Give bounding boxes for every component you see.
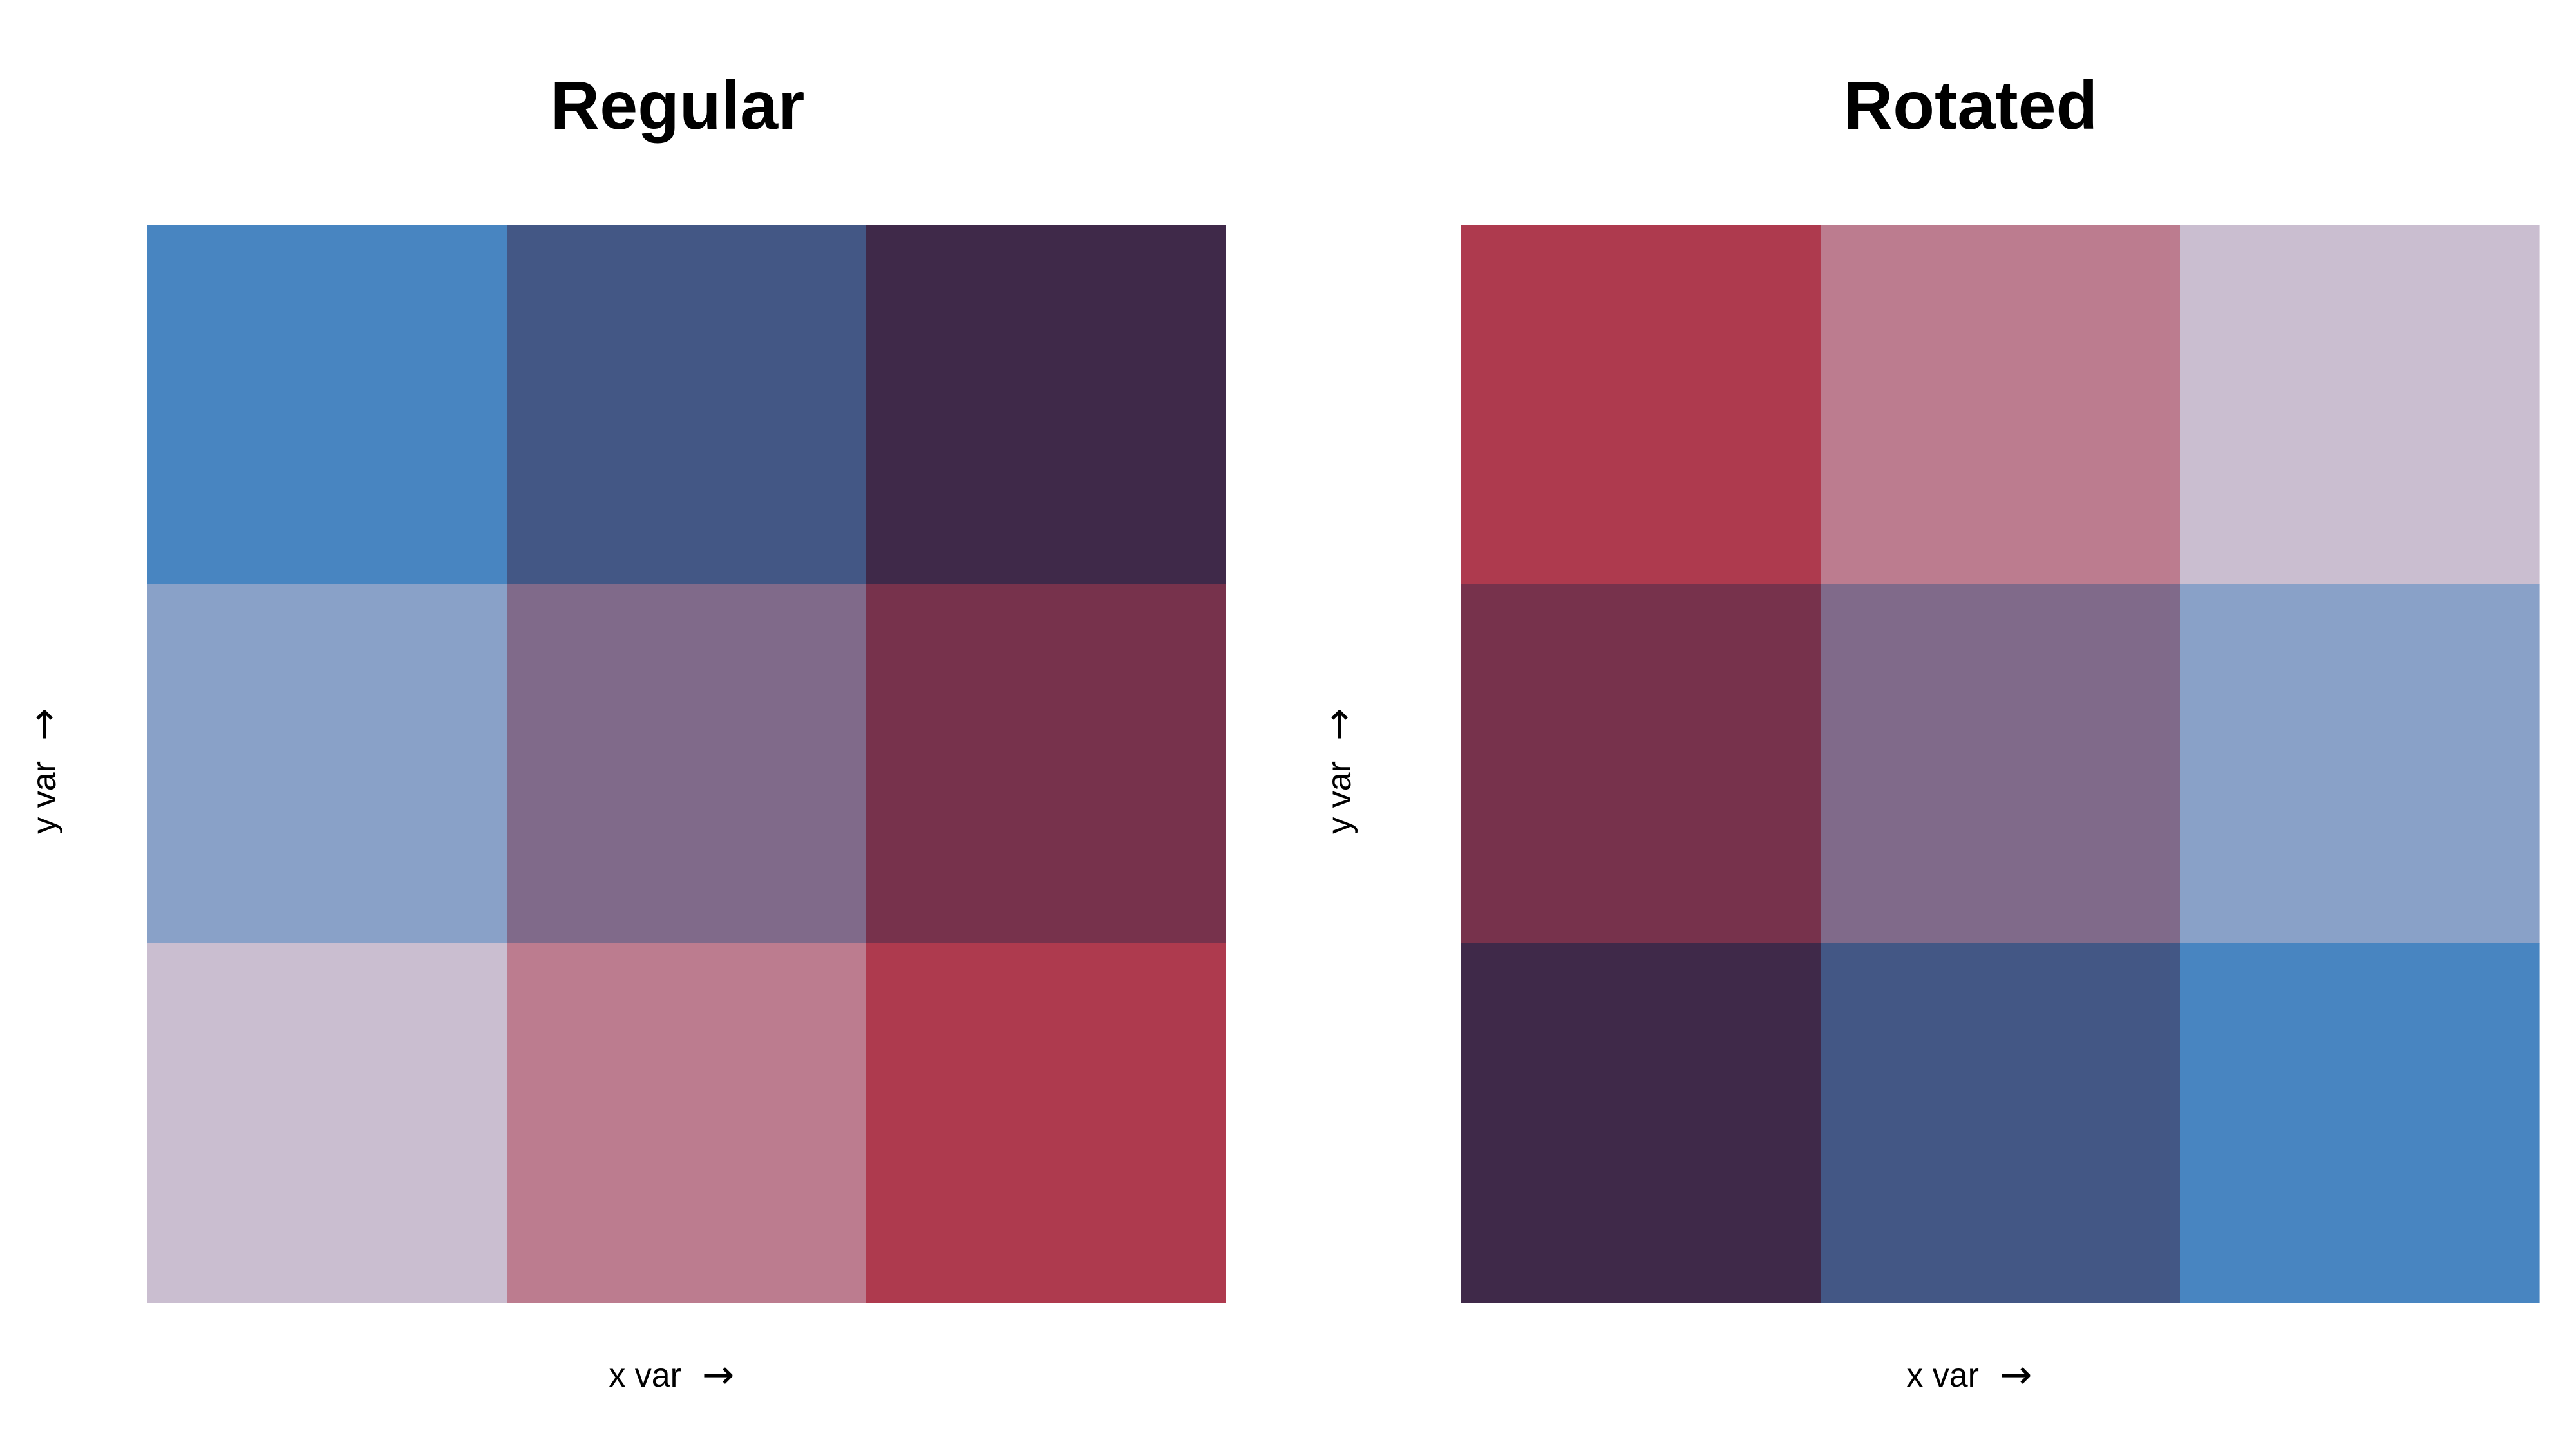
x-axis-label-rotated: x var → (1906, 1352, 2032, 1397)
y-axis-arrow-icon-regular: → (21, 708, 66, 741)
panel-regular: Regular x var → y var → (21, 68, 1226, 1397)
heatmap-cell-regular-x1-y3 (147, 225, 507, 585)
heatmap-cell-regular-x3-y1 (866, 943, 1226, 1303)
y-axis-label-text-rotated: y var (1321, 761, 1358, 834)
heatmap-cell-regular-x3-y2 (866, 584, 1226, 944)
heatmap-cell-regular-x3-y3 (866, 225, 1226, 585)
x-axis-label-text-rotated: x var (1906, 1357, 1979, 1394)
panel-title-regular: Regular (551, 68, 805, 144)
heatmap-cell-regular-x1-y2 (147, 584, 507, 944)
heatmap-cell-rotated-x1-y1 (1461, 943, 1821, 1303)
heatmap-grid-regular (147, 225, 1226, 1303)
y-axis-label-regular: y var → (21, 708, 66, 834)
heatmap-cell-regular-x2-y2 (507, 584, 867, 944)
heatmap-cell-rotated-x2-y3 (1821, 225, 2181, 585)
heatmap-cell-rotated-x1-y2 (1461, 584, 1821, 944)
heatmap-cell-rotated-x2-y2 (1821, 584, 2181, 944)
y-axis-label-rotated: y var → (1316, 708, 1361, 834)
heatmap-grid-rotated (1461, 225, 2540, 1303)
x-axis-arrow-icon-regular: → (702, 1352, 734, 1397)
x-axis-label-regular: x var → (609, 1352, 734, 1397)
heatmap-cell-regular-x2-y3 (507, 225, 867, 585)
x-axis-arrow-icon-rotated: → (2000, 1352, 2032, 1397)
x-axis-label-text-regular: x var (609, 1357, 681, 1394)
heatmap-cell-regular-x1-y1 (147, 943, 507, 1303)
heatmap-cell-regular-x2-y1 (507, 943, 867, 1303)
heatmap-cell-rotated-x3-y3 (2180, 225, 2540, 585)
panel-title-rotated: Rotated (1844, 68, 2098, 144)
panel-rotated: Rotated x var → y var → (1316, 68, 2540, 1397)
heatmap-cell-rotated-x2-y1 (1821, 943, 2181, 1303)
y-axis-label-text-regular: y var (26, 761, 63, 834)
heatmap-cell-rotated-x1-y3 (1461, 225, 1821, 585)
y-axis-arrow-icon-rotated: → (1316, 708, 1361, 741)
heatmap-cell-rotated-x3-y1 (2180, 943, 2540, 1303)
heatmap-cell-rotated-x3-y2 (2180, 584, 2540, 944)
